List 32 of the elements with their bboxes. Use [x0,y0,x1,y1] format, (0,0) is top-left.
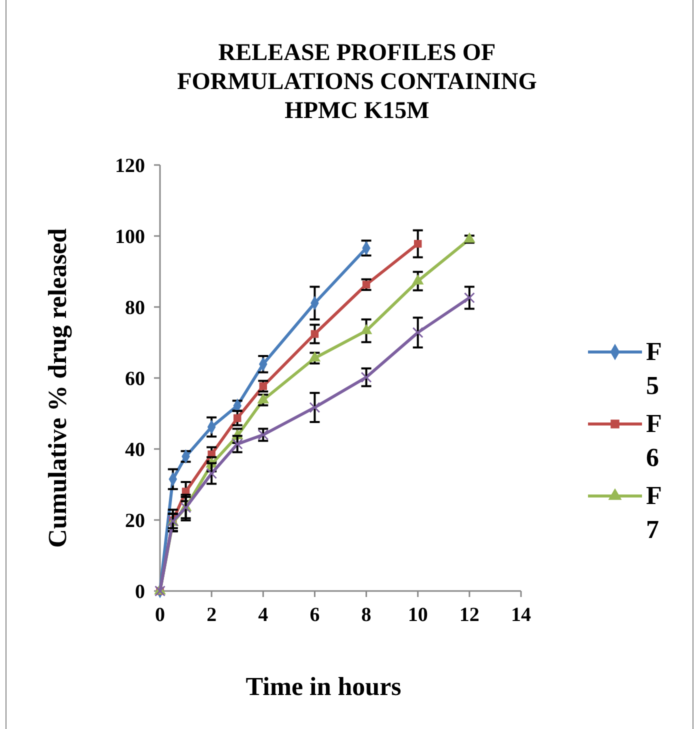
point [360,372,372,383]
y-tick-label: 0 [135,581,145,603]
x-axis-title: Time in hours [246,672,402,701]
point [309,402,320,413]
x-tick-label: 12 [459,604,480,626]
x-tick-label: 0 [155,604,165,626]
y-tick-label: 120 [115,155,145,177]
x-tick-label: 8 [361,604,372,626]
point [464,292,475,304]
point [180,502,192,514]
chart-title: RELEASE PROFILES OF FORMULATIONS CONTAINING HPMC K15M [177,40,538,124]
legend-label: F5 [646,337,662,400]
x-tick-label: 2 [206,604,217,626]
point [412,327,424,338]
y-axis-title: Cumulative % drug released [43,228,72,548]
point [233,414,242,422]
point [310,330,319,338]
x-tick-label: 4 [258,604,268,626]
y-tick-label: 100 [115,226,145,248]
x-tick-label: 10 [408,604,428,626]
x-tick-label: 6 [310,604,320,626]
point [362,280,370,289]
point [414,240,422,248]
legend-label: F7 [646,481,662,544]
point [232,438,243,450]
x-tick-label: 14 [511,604,531,626]
legend-label: F6 [646,409,662,472]
point [206,468,218,479]
y-tick-label: 20 [125,510,145,532]
y-tick-label: 60 [125,368,145,390]
y-tick-label: 40 [125,439,145,461]
y-tick-label: 80 [125,297,145,319]
